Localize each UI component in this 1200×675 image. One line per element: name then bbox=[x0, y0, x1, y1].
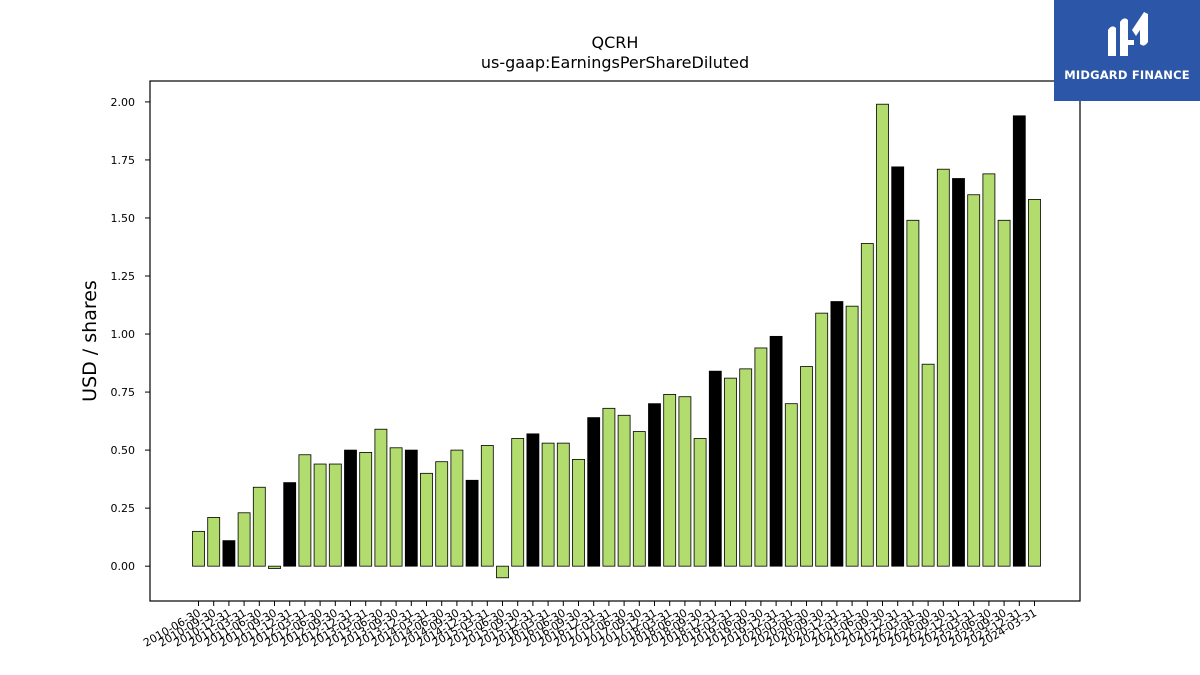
y-tick-label: 0.00 bbox=[111, 560, 136, 573]
bar-2014-03-31 bbox=[420, 472, 433, 567]
bar-2023-03-31 bbox=[967, 194, 981, 567]
bar-2016-06-30 bbox=[556, 442, 570, 567]
bar-2014-09-30 bbox=[450, 449, 464, 567]
bar-2018-06-30 bbox=[678, 396, 692, 567]
y-tick-label: 1.00 bbox=[111, 328, 136, 341]
bar-2021-09-30 bbox=[876, 103, 889, 567]
y-tick-label: 0.75 bbox=[111, 386, 136, 399]
y-tick-label: 1.50 bbox=[111, 212, 136, 225]
bar-2017-09-30 bbox=[632, 431, 646, 567]
bar-2021-03-31 bbox=[845, 305, 859, 567]
y-tick-label: 0.50 bbox=[111, 444, 136, 457]
bar-2024-03-31 bbox=[1028, 198, 1041, 567]
bar-2015-12-31 bbox=[526, 433, 540, 567]
y-tick-label: 1.25 bbox=[111, 270, 136, 283]
chart-title: QCRH bbox=[592, 33, 639, 52]
bar-2013-03-31 bbox=[359, 452, 373, 567]
bar-2013-12-31 bbox=[404, 449, 418, 567]
bar-2011-09-30 bbox=[268, 565, 281, 569]
bar-2019-06-30 bbox=[739, 368, 753, 567]
bar-2011-06-30 bbox=[252, 486, 266, 567]
bar-2019-03-31 bbox=[724, 377, 737, 567]
bar-2014-12-31 bbox=[465, 479, 479, 567]
bar-2014-06-30 bbox=[435, 461, 449, 567]
bar-2018-12-31 bbox=[708, 370, 722, 567]
bar-2015-03-31 bbox=[480, 445, 494, 567]
bar-2022-03-31 bbox=[906, 219, 920, 567]
bar-2020-03-31 bbox=[784, 403, 798, 567]
y-tick-label: 0.25 bbox=[111, 502, 136, 515]
bar-2016-12-31 bbox=[587, 417, 601, 567]
bar-2020-06-30 bbox=[800, 366, 813, 567]
bar-2022-09-30 bbox=[936, 168, 950, 567]
bar-2022-06-30 bbox=[921, 363, 935, 567]
bar-2018-09-30 bbox=[693, 438, 707, 567]
plot-frame bbox=[149, 80, 1081, 602]
bar-2013-09-30 bbox=[389, 447, 403, 567]
bar-2021-06-30 bbox=[860, 243, 874, 567]
bar-2015-09-30 bbox=[511, 438, 525, 567]
x-axis: 2010-06-302010-09-302010-12-312011-03-31… bbox=[141, 601, 1039, 650]
bar-2016-03-31 bbox=[541, 442, 555, 567]
bar-2023-06-30 bbox=[982, 173, 996, 567]
bar-2019-09-30 bbox=[754, 347, 768, 567]
bar-2011-03-31 bbox=[237, 512, 251, 567]
bar-2017-03-31 bbox=[602, 407, 616, 567]
brand-logo: MIDGARD FINANCE bbox=[1054, 0, 1200, 101]
bar-2012-06-30 bbox=[313, 463, 327, 567]
bar-2010-06-30 bbox=[192, 530, 205, 567]
bar-2018-03-31 bbox=[663, 393, 677, 567]
bar-2019-12-31 bbox=[769, 335, 783, 567]
y-tick-label: 2.00 bbox=[111, 96, 136, 109]
bar-2017-06-30 bbox=[617, 414, 631, 567]
bar-2022-12-31 bbox=[952, 178, 965, 567]
y-tick-label: 1.75 bbox=[111, 154, 136, 167]
bar-2012-12-31 bbox=[344, 449, 357, 567]
bar-2012-03-31 bbox=[298, 454, 312, 567]
bars-group bbox=[192, 103, 1041, 579]
bar-2020-09-30 bbox=[815, 312, 829, 567]
bar-2016-09-30 bbox=[572, 458, 585, 567]
bar-2012-09-30 bbox=[328, 463, 342, 567]
bar-2020-12-31 bbox=[830, 301, 844, 567]
bar-2011-12-31 bbox=[283, 482, 297, 567]
bar-2010-09-30 bbox=[207, 517, 221, 567]
bar-2023-12-31 bbox=[1012, 115, 1026, 567]
bar-2010-12-31 bbox=[222, 540, 236, 567]
bar-2023-09-30 bbox=[997, 219, 1011, 567]
midgard-m-logo-icon bbox=[1108, 12, 1148, 56]
brand-name: MIDGARD FINANCE bbox=[1064, 68, 1190, 82]
y-axis: 0.00 0.25 0.50 0.75 1.00 1.25 1.50 1.75 2.00 bbox=[111, 96, 150, 573]
chart-subtitle: us-gaap:EarningsPerShareDiluted bbox=[481, 53, 749, 72]
bar-2015-06-30 bbox=[496, 565, 509, 579]
bar-2021-12-31 bbox=[891, 166, 905, 567]
bar-2013-06-30 bbox=[374, 428, 388, 567]
y-axis-label: USD / shares bbox=[79, 280, 101, 402]
bar-2017-12-31 bbox=[648, 403, 661, 567]
